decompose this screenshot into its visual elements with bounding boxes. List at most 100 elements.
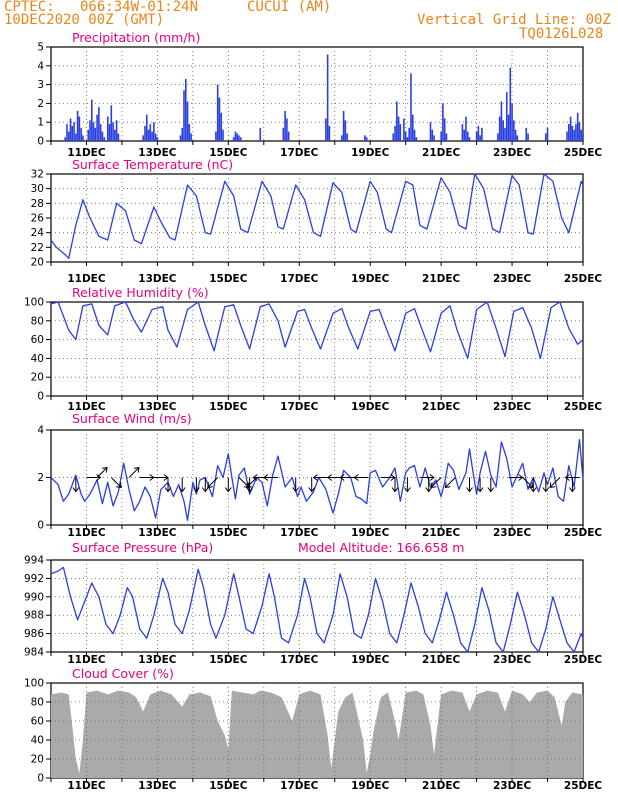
precip-bar xyxy=(151,131,153,141)
wind-arrow-shaft xyxy=(445,477,456,488)
x-tick-label: 13DEC xyxy=(138,147,177,159)
x-tick-label: 13DEC xyxy=(138,527,177,539)
panel-5: 984 986 988 990 992 994 11DEC 13DEC 15DEC 17DEC 19… xyxy=(24,540,602,666)
y-tick-label: 32 xyxy=(31,169,44,181)
wind-arrow-shaft xyxy=(522,477,533,488)
precip-bar xyxy=(328,125,331,141)
y-tick-label: 20 xyxy=(31,257,44,269)
y-tick-label: 80 xyxy=(31,315,44,327)
x-tick-label: 21DEC xyxy=(422,273,461,285)
precip-bar xyxy=(413,129,416,141)
wind-arrow-head xyxy=(542,487,550,493)
wind-arrow-head xyxy=(425,487,433,493)
precip-bar xyxy=(575,124,577,141)
y-tick-label: 20 xyxy=(31,754,44,766)
x-tick-label: 17DEC xyxy=(280,527,319,539)
precip-bar xyxy=(576,112,579,141)
wind-arrow-head xyxy=(564,474,570,481)
precip-bar xyxy=(325,118,327,141)
x-tick-label: 23DEC xyxy=(493,273,532,285)
precip-bar xyxy=(66,124,68,141)
precip-bar xyxy=(461,124,464,141)
precip-bar xyxy=(239,137,242,141)
wind-arrow-head xyxy=(96,474,102,481)
x-tick-label: 11DEC xyxy=(67,401,106,413)
wind-arrow-head xyxy=(466,487,473,493)
y-tick-label: 2 xyxy=(37,472,44,484)
precip-bar xyxy=(96,114,98,141)
wind-arrow-head xyxy=(476,487,484,493)
wind-arrow xyxy=(487,477,495,493)
precip-bar xyxy=(481,127,483,141)
precip-bar xyxy=(67,131,70,141)
precip-bar xyxy=(181,127,184,141)
x-tick-label: 23DEC xyxy=(493,780,532,792)
wind-arrow xyxy=(128,467,140,478)
precip-bar xyxy=(156,137,159,141)
y-tick-label: 100 xyxy=(24,297,44,309)
precip-bar xyxy=(466,131,469,141)
wind-arrow xyxy=(207,477,219,488)
model-code: TQ0126L028 xyxy=(519,26,604,42)
precip-bar xyxy=(397,116,400,141)
precip-bar xyxy=(144,125,146,141)
panel-6: 0 20 40 60 80 100 11DEC 13DEC 15DEC 17DEC 19DEC 21D… xyxy=(24,666,602,792)
wind-arrow-head xyxy=(164,487,172,493)
precip-bar xyxy=(103,137,105,141)
precip-bar xyxy=(190,133,192,141)
wind-arrow xyxy=(312,474,328,481)
wind-arrow-head xyxy=(312,474,318,481)
panel-title: Relative Humidity (%) xyxy=(72,285,209,300)
x-tick-label: 21DEC xyxy=(422,147,461,159)
wind-arrow-head xyxy=(518,474,524,481)
x-tick-label: 23DEC xyxy=(493,654,532,666)
wind-arrow xyxy=(139,474,155,481)
series-line xyxy=(50,301,584,360)
wind-arrow xyxy=(193,477,200,493)
x-tick-label: 19DEC xyxy=(351,147,390,159)
y-tick-label: 992 xyxy=(24,573,44,585)
precip-bar xyxy=(411,114,414,141)
precip-bar xyxy=(431,129,434,141)
wind-arrow xyxy=(419,474,435,481)
agency-label: CPTEC: xyxy=(4,0,55,15)
precip-bar xyxy=(92,122,95,141)
precip-bar xyxy=(71,125,74,141)
x-tick-label: 25DEC xyxy=(564,654,603,666)
wind-arrow xyxy=(353,474,369,481)
wind-arrow-head xyxy=(292,487,300,493)
precip-bar xyxy=(544,133,547,141)
y-tick-label: 60 xyxy=(31,334,44,346)
series-line xyxy=(50,566,584,653)
y-tick-label: 100 xyxy=(24,678,44,690)
location-coords: 066:34W-01:24N xyxy=(80,0,199,15)
precip-bar xyxy=(578,122,581,141)
plot-frame xyxy=(50,559,584,653)
precip-bar xyxy=(186,101,189,141)
precip-bar xyxy=(183,90,185,141)
precip-bar xyxy=(408,127,411,141)
precip-bar xyxy=(215,131,217,141)
precip-bar xyxy=(514,129,517,141)
x-tick-label: 21DEC xyxy=(422,401,461,413)
y-tick-label: 1 xyxy=(37,117,44,129)
x-tick-label: 21DEC xyxy=(422,527,461,539)
wind-arrow-shaft xyxy=(96,467,108,478)
precip-bar xyxy=(442,103,444,141)
precip-bar xyxy=(234,131,237,141)
precip-bar xyxy=(392,133,395,141)
precip-bar xyxy=(479,135,481,141)
wind-arrow-head xyxy=(339,474,345,481)
x-tick-label: 13DEC xyxy=(138,401,177,413)
precip-bar xyxy=(342,110,345,141)
x-tick-label: 17DEC xyxy=(280,780,319,792)
precip-bar xyxy=(394,125,396,141)
x-tick-label: 13DEC xyxy=(138,273,177,285)
wind-arrow xyxy=(110,477,122,488)
wind-arrow-head xyxy=(444,482,451,488)
wind-arrow xyxy=(72,477,80,493)
y-tick-label: 3 xyxy=(37,79,44,91)
wind-arrow-shaft xyxy=(110,477,122,488)
wind-arrow-shaft xyxy=(207,477,219,488)
x-tick-label: 11DEC xyxy=(67,273,106,285)
